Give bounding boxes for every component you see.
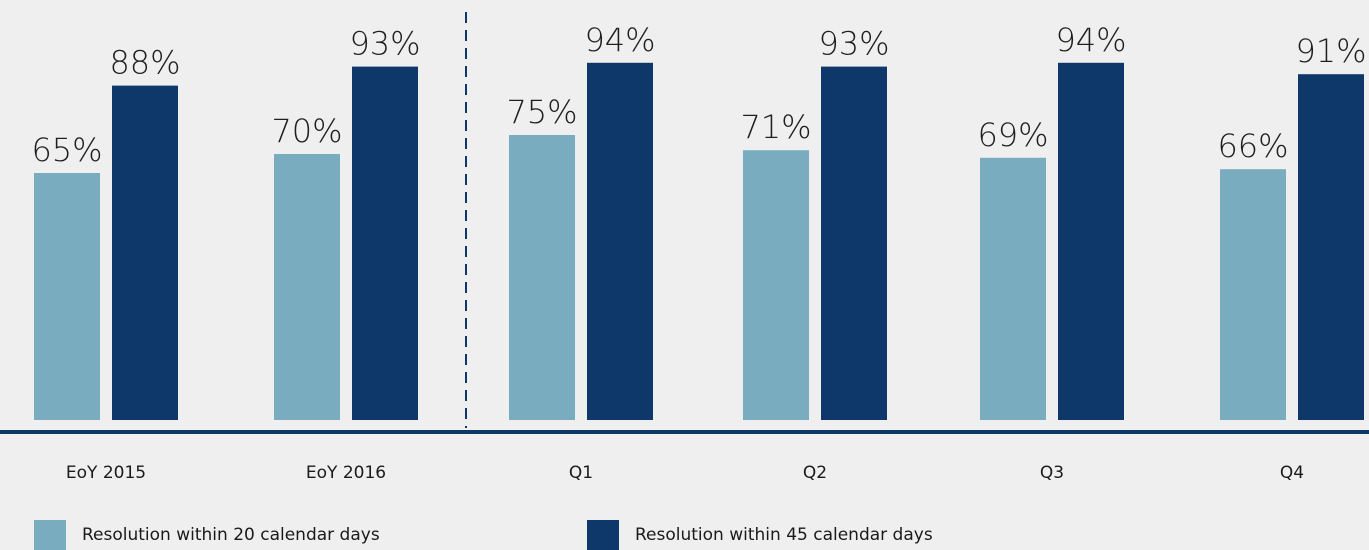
- x-axis-line: [0, 430, 1369, 434]
- category-label-1: EoY 2016: [306, 463, 386, 483]
- bar-45-days-0: [112, 85, 178, 420]
- value-label-20-days-0: 65%: [31, 131, 102, 169]
- bar-45-days-2: [587, 62, 653, 421]
- bar-20-days-2: [509, 135, 575, 420]
- value-label-45-days-5: 91%: [1295, 32, 1366, 70]
- value-label-45-days-2: 94%: [584, 21, 655, 59]
- category-label-0: EoY 2015: [66, 463, 146, 483]
- value-label-20-days-2: 75%: [506, 93, 577, 131]
- category-label-3: Q2: [803, 463, 827, 483]
- value-labels-layer: 65%88%70%93%75%94%71%93%69%94%66%91%: [31, 21, 1366, 169]
- value-label-45-days-0: 88%: [109, 44, 180, 82]
- value-label-45-days-3: 93%: [818, 25, 889, 63]
- bars-layer: [34, 62, 1364, 421]
- bar-20-days-4: [980, 157, 1046, 421]
- bar-20-days-0: [34, 173, 100, 420]
- value-label-20-days-5: 66%: [1217, 127, 1288, 165]
- value-label-45-days-1: 93%: [349, 25, 420, 63]
- value-label-20-days-1: 70%: [271, 112, 342, 150]
- bar-45-days-1: [352, 66, 418, 420]
- value-label-20-days-4: 69%: [977, 116, 1048, 154]
- bar-20-days-5: [1220, 169, 1286, 420]
- bar-45-days-3: [821, 66, 887, 420]
- category-label-5: Q4: [1280, 463, 1304, 483]
- value-label-20-days-3: 71%: [740, 108, 811, 146]
- value-label-45-days-4: 94%: [1055, 21, 1126, 59]
- bar-20-days-1: [274, 154, 340, 420]
- category-label-4: Q3: [1040, 463, 1064, 483]
- bar-45-days-5: [1298, 74, 1364, 420]
- bar-45-days-4: [1058, 62, 1124, 421]
- bar-20-days-3: [743, 150, 809, 420]
- category-labels-layer: EoY 2015 EoY 2016 Q1 Q2 Q3 Q4: [66, 463, 1304, 483]
- category-label-2: Q1: [569, 463, 593, 483]
